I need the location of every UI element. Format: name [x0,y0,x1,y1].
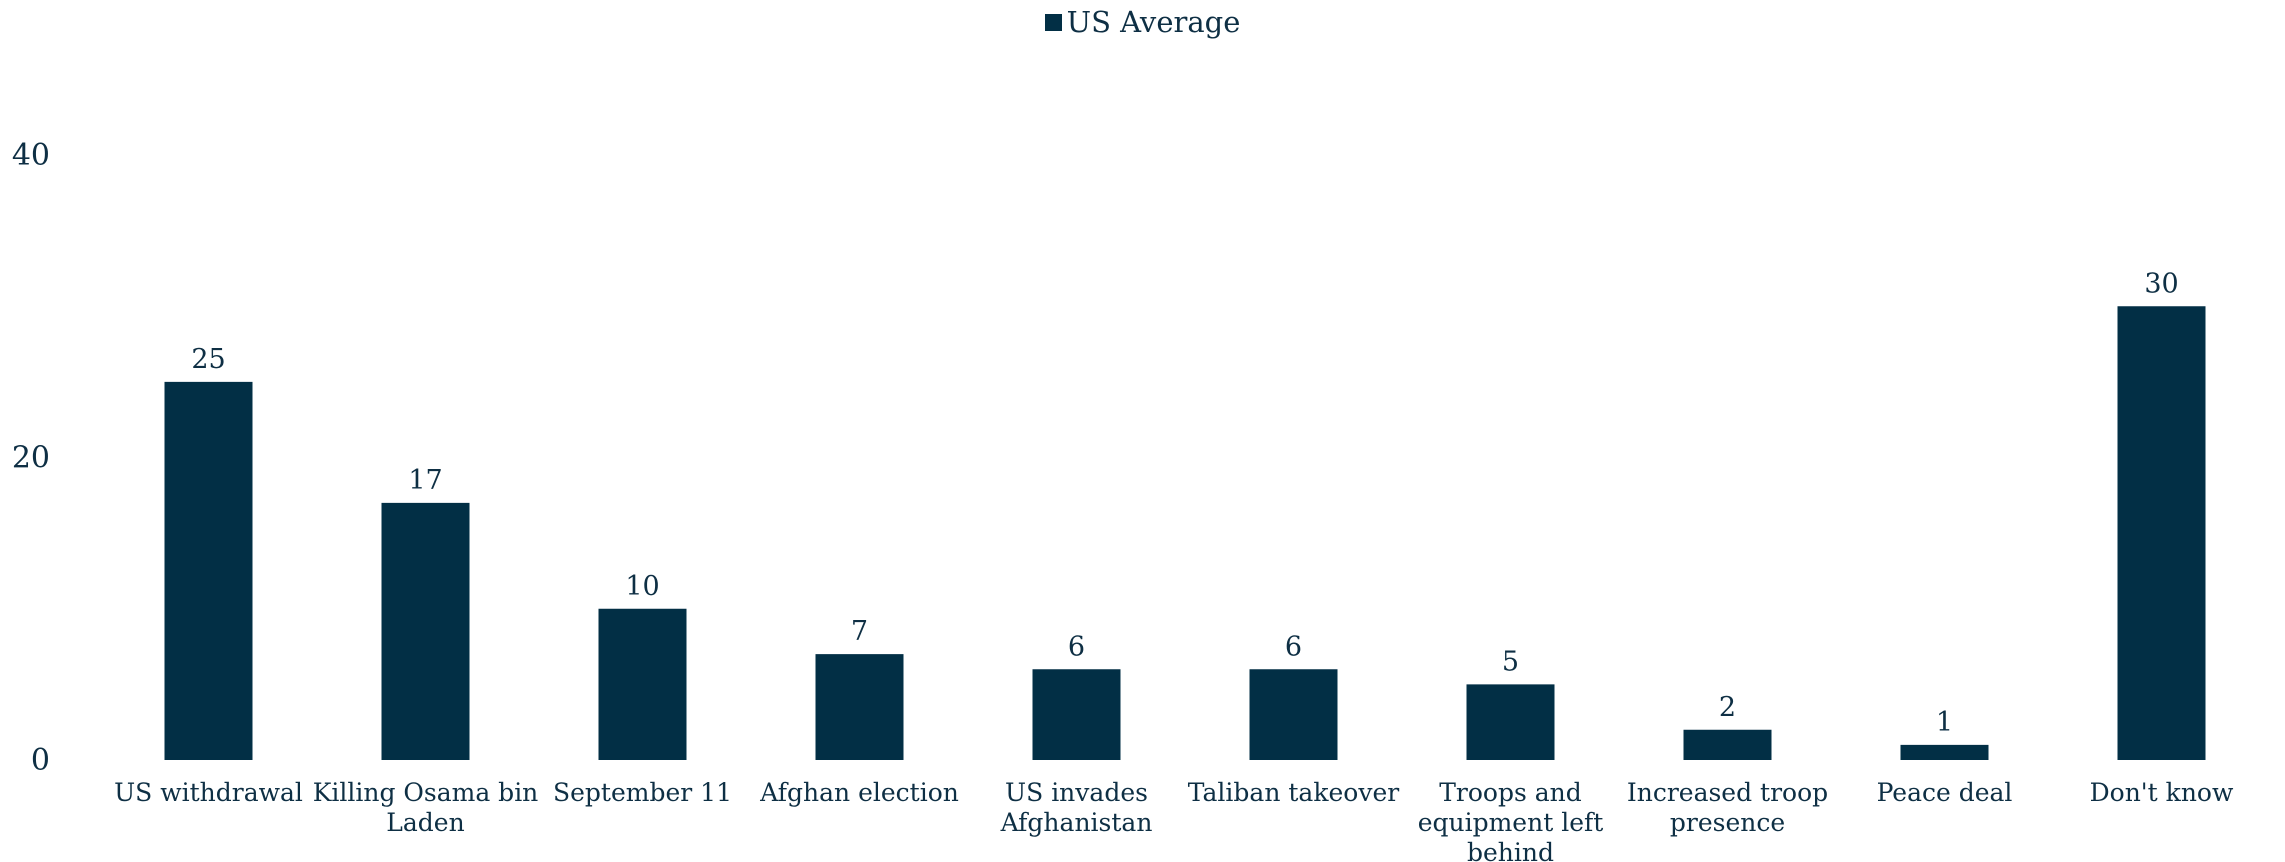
x-tick-label: Taliban takeover [1188,778,1399,807]
x-tick-label-line: Laden [386,808,464,837]
x-tick-label: Peace deal [1877,778,2013,807]
x-tick-label: US invades Afghanistan [1000,778,1153,837]
bar [2117,306,2206,760]
x-tick-label-line: Troops and [1439,778,1582,807]
bar [164,381,253,760]
x-tick-label-line: Increased troop [1627,778,1828,807]
legend-label: US Average [1066,5,1241,39]
x-tick-label-line: Peace deal [1877,778,2013,807]
bar [1466,684,1555,760]
x-tick-label-line: presence [1670,808,1785,837]
x-tick-label-line: Afghan election [759,778,959,807]
y-tick-label: 40 [12,138,50,173]
data-label: 5 [1502,646,1519,677]
x-tick-label: Troops and equipment left behind [1418,778,1604,862]
bar [1900,744,1989,760]
x-tick-label-line: Afghanistan [1000,808,1153,837]
data-label: 1 [1936,707,1953,738]
legend-swatch [1044,14,1062,31]
chart-legend: US Average [0,4,2285,40]
x-tick-label: US withdrawal [114,778,303,807]
y-tick-label: 0 [31,743,50,778]
x-tick-label-line: behind [1467,838,1554,862]
data-label: 6 [1285,631,1302,662]
bar [381,502,470,760]
data-label: 10 [625,571,659,602]
x-tick-label: September 11 [553,778,732,807]
x-tick-label-line: September 11 [553,778,732,807]
x-tick-label: Don't know [2090,778,2234,807]
data-label: 17 [408,465,442,496]
x-tick-label: Increased troop presence [1627,778,1828,837]
x-tick-label-line: equipment left [1418,808,1604,837]
x-tick-label: Killing Osama bin Laden [313,778,539,837]
bar [598,608,687,760]
x-tick-label-line: Taliban takeover [1188,778,1399,807]
bar [1032,669,1121,760]
x-tick-label-line: US invades [1005,778,1148,807]
bar [1683,729,1772,760]
x-tick-label-line: US withdrawal [114,778,303,807]
data-label: 2 [1719,692,1736,723]
x-tick-label-line: Don't know [2090,778,2234,807]
data-label: 25 [191,344,225,375]
data-label: 6 [1068,631,1085,662]
y-tick-label: 20 [12,441,50,476]
x-tick-label-line: Killing Osama bin [313,778,539,807]
bar [1249,669,1338,760]
data-label: 7 [851,616,868,647]
x-tick-label: Afghan election [759,778,959,807]
data-label: 30 [2144,268,2178,299]
bar [815,654,904,760]
